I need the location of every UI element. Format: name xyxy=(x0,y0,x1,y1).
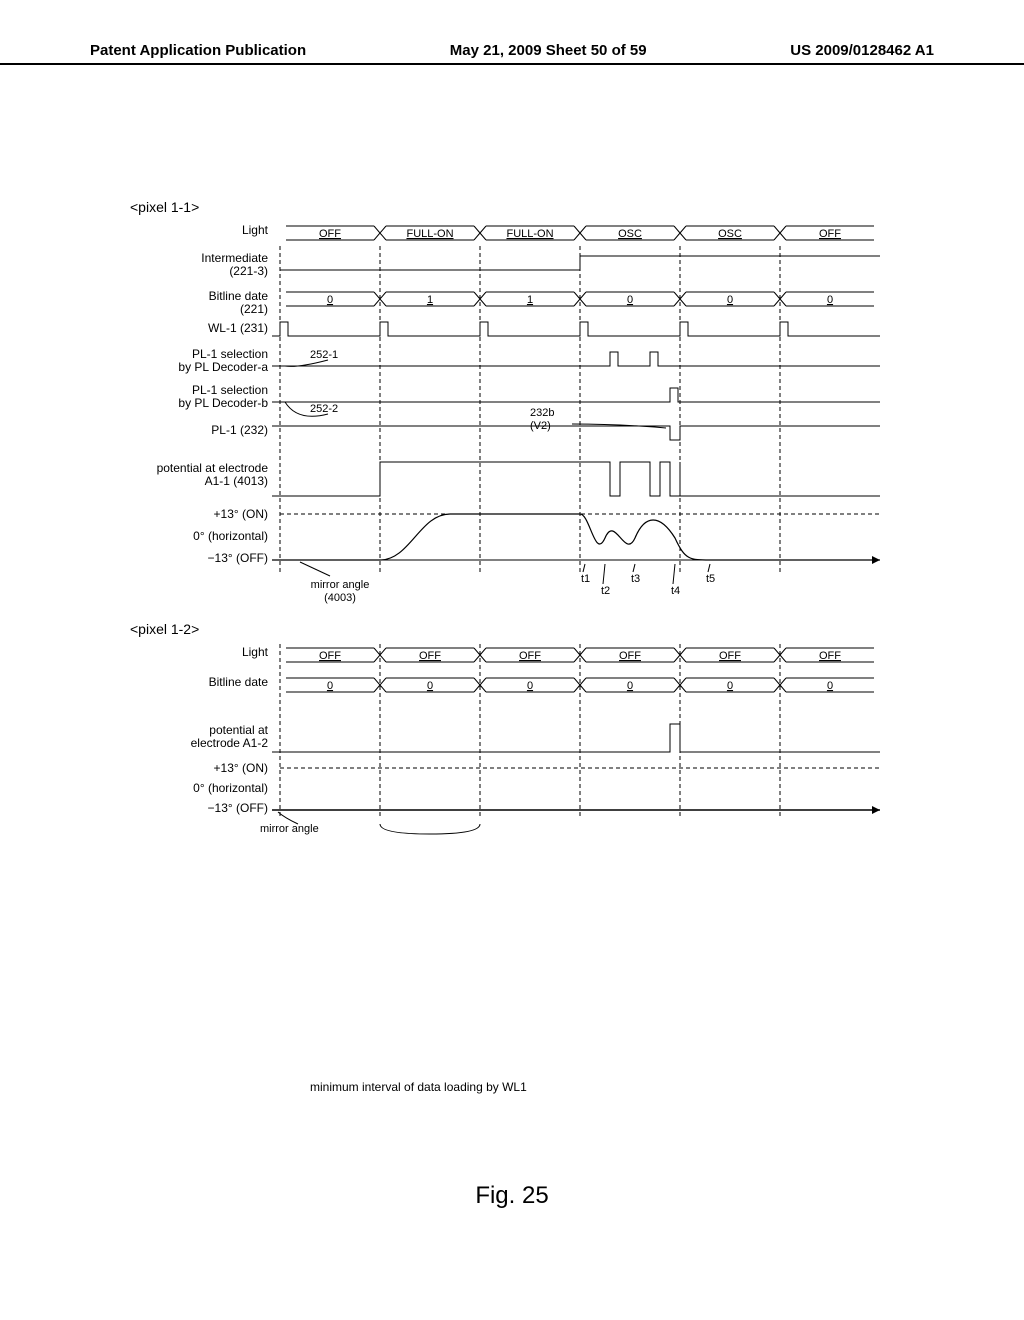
t-leader xyxy=(673,564,675,584)
header-left: Patent Application Publication xyxy=(90,42,306,59)
potential-a11 xyxy=(272,462,880,496)
t-label: t1 xyxy=(581,573,590,585)
row-label: PL-1 selection xyxy=(192,383,268,397)
tick-off: −13° (OFF) xyxy=(208,801,268,815)
t-leader xyxy=(633,564,635,572)
t-label: t3 xyxy=(631,573,640,585)
state-value: OFF xyxy=(619,650,641,662)
state-value: FULL-ON xyxy=(506,228,553,240)
state-value: 0 xyxy=(427,680,433,692)
potential-a12 xyxy=(272,724,880,752)
pl232-signal xyxy=(272,426,880,440)
row-label: potential at xyxy=(209,723,268,737)
row-label: Light xyxy=(242,645,269,659)
annotation: 232b xyxy=(530,407,554,419)
state-value: OFF xyxy=(819,228,841,240)
annotation: 252-1 xyxy=(310,349,338,361)
t-label: t4 xyxy=(671,585,680,597)
row-label: WL-1 (231) xyxy=(208,321,268,335)
row-label: PL-1 selection xyxy=(192,347,268,361)
state-value: OFF xyxy=(519,650,541,662)
state-value: 0 xyxy=(827,680,833,692)
tick-on: +13° (ON) xyxy=(214,507,268,521)
row-label: A1-1 (4013) xyxy=(205,474,268,488)
tick-horiz: 0° (horizontal) xyxy=(193,529,268,543)
t-leader xyxy=(708,564,710,572)
state-value: 0 xyxy=(727,680,733,692)
tick-on: +13° (ON) xyxy=(214,761,268,775)
state-value: 0 xyxy=(627,680,633,692)
row-label: Bitline date xyxy=(209,289,269,303)
state-value: 0 xyxy=(327,680,333,692)
annotation: (V2) xyxy=(530,420,551,432)
state-value: OFF xyxy=(819,650,841,662)
state-value: 0 xyxy=(527,680,533,692)
row-label: Light xyxy=(242,223,269,237)
row-label: (221) xyxy=(240,302,268,316)
t-label: t2 xyxy=(601,585,610,597)
state-value: 0 xyxy=(727,294,733,306)
row-label: by PL Decoder-a xyxy=(178,360,268,374)
state-value: 0 xyxy=(327,294,333,306)
state-value: OFF xyxy=(419,650,441,662)
diagram-svg: <pixel 1-1> Light OFF FULL-ON FULL-ON OSC OSC O… xyxy=(130,200,890,1080)
flat-signal xyxy=(272,352,880,366)
t-leader xyxy=(603,564,605,584)
header-right: US 2009/0128462 A1 xyxy=(790,42,934,59)
mirror-sublabel: mirror angle xyxy=(311,579,370,591)
row-label: electrode A1-2 xyxy=(191,736,269,750)
mirror-sublabel: mirror angle xyxy=(260,823,319,835)
tick-horiz: 0° (horizontal) xyxy=(193,781,268,795)
pixel1-title: <pixel 1-1> xyxy=(130,199,199,215)
brace xyxy=(380,824,480,834)
row-label: Intermediate xyxy=(201,251,268,265)
timing-diagram: <pixel 1-1> Light OFF FULL-ON FULL-ON OSC OSC O… xyxy=(130,200,890,1100)
mirror-sublabel: (4003) xyxy=(324,592,356,604)
state-value: OFF xyxy=(319,650,341,662)
state-value: 1 xyxy=(427,294,433,306)
row-label: potential at electrode xyxy=(157,461,269,475)
row-label: Bitline date xyxy=(209,675,269,689)
page-header: Patent Application Publication May 21, 2… xyxy=(0,42,1024,65)
flat-signal xyxy=(272,388,880,402)
state-value: 0 xyxy=(827,294,833,306)
state-value: FULL-ON xyxy=(406,228,453,240)
pulse-signal xyxy=(272,322,880,336)
state-value: 0 xyxy=(627,294,633,306)
footnote: minimum interval of data loading by WL1 xyxy=(310,1080,527,1094)
state-value: OFF xyxy=(319,228,341,240)
row-label: by PL Decoder-b xyxy=(178,396,268,410)
pixel2-title: <pixel 1-2> xyxy=(130,621,199,637)
annotation: 252-2 xyxy=(310,403,338,415)
row-label: (221-3) xyxy=(229,264,268,278)
header-center: May 21, 2009 Sheet 50 of 59 xyxy=(450,42,647,59)
arrow-head xyxy=(872,806,880,814)
t-label: t5 xyxy=(706,573,715,585)
mirror-a11 xyxy=(272,514,880,560)
state-value: OFF xyxy=(719,650,741,662)
state-value: 1 xyxy=(527,294,533,306)
tick-off: −13° (OFF) xyxy=(208,551,268,565)
state-value: OSC xyxy=(618,228,642,240)
t-leader xyxy=(583,564,585,572)
sublabel-leader xyxy=(300,562,330,576)
state-value: OSC xyxy=(718,228,742,240)
row-label: PL-1 (232) xyxy=(211,423,268,437)
figure-caption: Fig. 25 xyxy=(0,1182,1024,1210)
page: Patent Application Publication May 21, 2… xyxy=(0,0,1024,1320)
